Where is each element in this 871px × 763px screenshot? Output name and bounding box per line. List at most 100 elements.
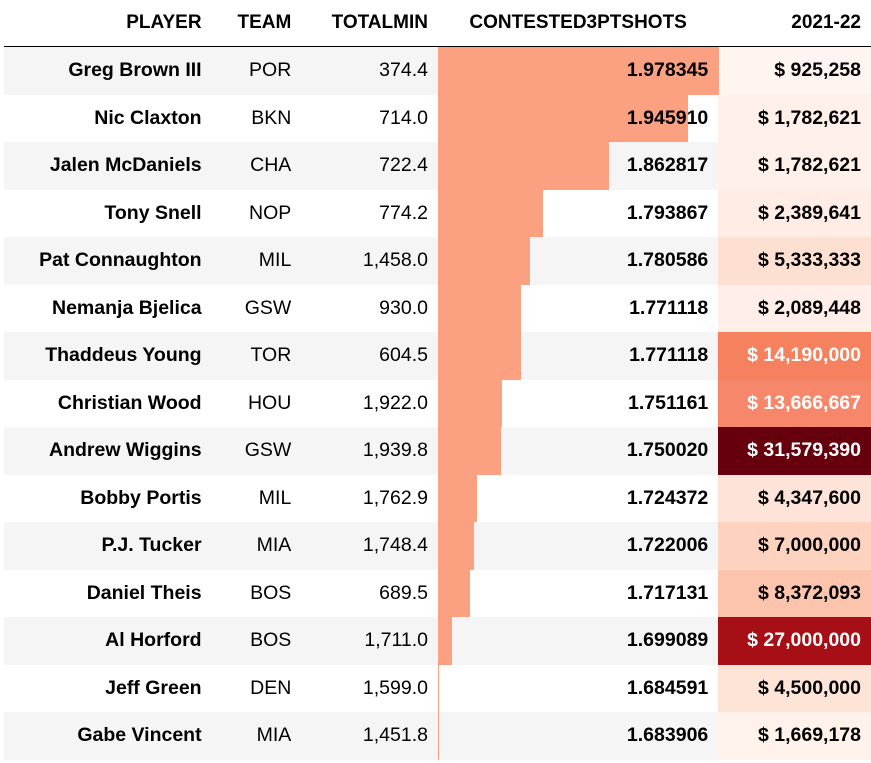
contested-cell: 1.771118 (437, 332, 719, 380)
salary-cell: $ 4,347,600 (718, 474, 871, 522)
salary-cell: $ 2,089,448 (718, 284, 871, 332)
totalmin-cell: 1,748.4 (301, 522, 438, 570)
contested-value: 1.771118 (629, 296, 709, 319)
table-row: Andrew Wiggins GSW 1,939.8 1.750020 $ 31,579… (4, 427, 871, 475)
contested-cell: 1.978345 (437, 46, 719, 95)
table-row: Daniel Theis BOS 689.5 1.717131 $ 8,372,093 (4, 569, 871, 617)
contested-bar (437, 522, 474, 570)
totalmin-cell: 1,939.8 (301, 427, 438, 475)
table-row: Jalen McDaniels CHA 722.4 1.862817 $ 1,782,6… (4, 142, 871, 190)
contested-cell: 1.684591 (437, 664, 719, 712)
header-salary: 2021-22 (718, 0, 871, 47)
salary-cell: $ 4,500,000 (718, 664, 871, 712)
contested-value: 1.945910 (626, 106, 709, 129)
player-cell: Andrew Wiggins (4, 427, 212, 475)
team-cell: NOP (211, 189, 302, 237)
salary-cell: $ 31,579,390 (718, 427, 871, 475)
player-cell: Jeff Green (4, 664, 212, 712)
contested-cell: 1.717131 (437, 569, 719, 617)
contested-value: 1.717131 (626, 581, 709, 604)
contested-cell: 1.780586 (437, 237, 719, 285)
table-row: Nemanja Bjelica GSW 930.0 1.771118 $ 2,089,4… (4, 284, 871, 332)
totalmin-cell: 774.2 (301, 189, 438, 237)
salary-cell: $ 1,669,178 (718, 712, 871, 760)
player-cell: Nic Claxton (4, 94, 212, 142)
player-cell: Tony Snell (4, 189, 212, 237)
table-header: PLAYER TEAM TOTALMIN CONTESTED3PTSHOTS 2… (4, 0, 871, 47)
salary-cell: $ 13,666,667 (718, 379, 871, 427)
player-cell: Jalen McDaniels (4, 142, 212, 190)
team-cell: TOR (211, 332, 302, 380)
contested-value: 1.699089 (626, 629, 709, 652)
team-cell: POR (211, 46, 302, 95)
stats-table: PLAYER TEAM TOTALMIN CONTESTED3PTSHOTS 2… (4, 0, 871, 760)
salary-cell: $ 1,782,621 (718, 142, 871, 190)
table-row: Al Horford BOS 1,711.0 1.699089 $ 27,000,000 (4, 617, 871, 665)
contested-cell: 1.724372 (437, 474, 719, 522)
contested-bar (437, 142, 609, 190)
player-cell: Christian Wood (4, 379, 212, 427)
salary-cell: $ 7,000,000 (718, 522, 871, 570)
contested-bar (437, 712, 439, 760)
contested-value: 1.862817 (626, 154, 709, 177)
contested-value: 1.780586 (626, 249, 709, 272)
contested-cell: 1.862817 (437, 142, 719, 190)
contested-value: 1.724372 (626, 486, 709, 509)
team-cell: MIL (211, 474, 302, 522)
team-cell: MIA (211, 522, 302, 570)
header-row: PLAYER TEAM TOTALMIN CONTESTED3PTSHOTS 2… (4, 0, 871, 47)
player-cell: Pat Connaughton (4, 237, 212, 285)
contested-bar (437, 189, 543, 237)
team-cell: BOS (211, 617, 302, 665)
team-cell: MIL (211, 237, 302, 285)
salary-cell: $ 27,000,000 (718, 617, 871, 665)
player-cell: Nemanja Bjelica (4, 284, 212, 332)
contested-cell: 1.750020 (437, 427, 719, 475)
contested-bar (437, 47, 719, 95)
table-row: Jeff Green DEN 1,599.0 1.684591 $ 4,500,000 (4, 664, 871, 712)
contested-value: 1.683906 (626, 724, 709, 747)
totalmin-cell: 689.5 (301, 569, 438, 617)
contested-bar (437, 664, 439, 712)
contested-value: 1.684591 (626, 676, 709, 699)
table-body: Greg Brown III POR 374.4 1.978345 $ 925,258 N… (4, 46, 871, 760)
totalmin-cell: 1,711.0 (301, 617, 438, 665)
table-row: Christian Wood HOU 1,922.0 1.751161 $ 13,666… (4, 379, 871, 427)
player-cell: Bobby Portis (4, 474, 212, 522)
table-row: Bobby Portis MIL 1,762.9 1.724372 $ 4,347,60… (4, 474, 871, 522)
team-cell: DEN (211, 664, 302, 712)
contested-bar (437, 332, 521, 380)
salary-cell: $ 925,258 (718, 46, 871, 95)
player-cell: Thaddeus Young (4, 332, 212, 380)
salary-cell: $ 1,782,621 (718, 94, 871, 142)
contested-bar (437, 94, 688, 142)
contested-cell: 1.751161 (437, 379, 719, 427)
table-row: Gabe Vincent MIA 1,451.8 1.683906 $ 1,669,17… (4, 712, 871, 760)
table-row: P.J. Tucker MIA 1,748.4 1.722006 $ 7,000,000 (4, 522, 871, 570)
team-cell: MIA (211, 712, 302, 760)
contested-cell: 1.722006 (437, 522, 719, 570)
contested-bar (437, 284, 521, 332)
header-contested: CONTESTED3PTSHOTS (437, 0, 719, 47)
contested-bar (437, 474, 477, 522)
team-cell: GSW (211, 427, 302, 475)
totalmin-cell: 604.5 (301, 332, 438, 380)
contested-value: 1.793867 (626, 201, 709, 224)
contested-value: 1.722006 (626, 534, 709, 557)
totalmin-cell: 1,458.0 (301, 237, 438, 285)
totalmin-cell: 374.4 (301, 46, 438, 95)
contested-bar (437, 237, 530, 285)
contested-bar (437, 569, 470, 617)
header-totalmin: TOTALMIN (301, 0, 438, 47)
contested-cell: 1.683906 (437, 712, 719, 760)
table-row: Nic Claxton BKN 714.0 1.945910 $ 1,782,621 (4, 94, 871, 142)
totalmin-cell: 1,762.9 (301, 474, 438, 522)
team-cell: GSW (211, 284, 302, 332)
player-cell: Greg Brown III (4, 46, 212, 95)
header-player: PLAYER (4, 0, 212, 47)
contested-bar (437, 617, 452, 665)
totalmin-cell: 714.0 (301, 94, 438, 142)
contested-cell: 1.793867 (437, 189, 719, 237)
team-cell: BKN (211, 94, 302, 142)
player-cell: Al Horford (4, 617, 212, 665)
